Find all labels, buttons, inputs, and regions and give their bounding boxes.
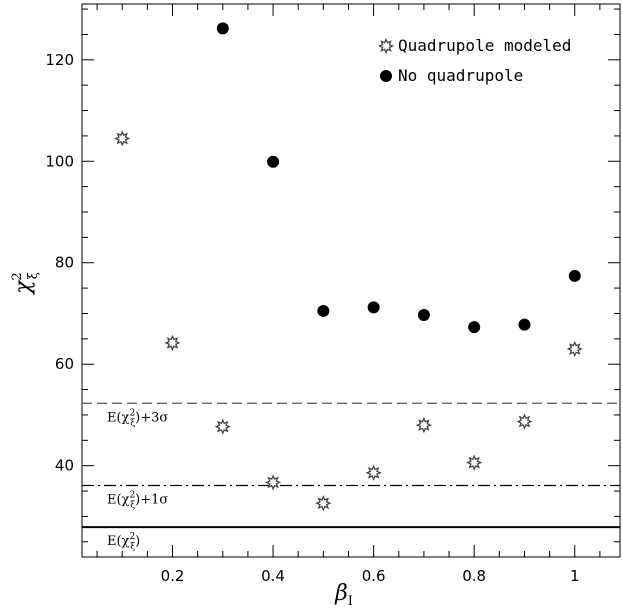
data-point [566, 340, 583, 358]
data-point [267, 155, 280, 168]
x-tick-label: 0.8 [462, 567, 486, 585]
data-point [216, 22, 229, 35]
data-point [315, 495, 332, 512]
legend-marker [380, 70, 392, 82]
data-point [264, 474, 282, 491]
data-points [114, 22, 583, 512]
axis-ticks: 0.2 0.4 0.6 0.8 1 40 60 80 100 120 [45, 4, 620, 585]
data-point [468, 321, 481, 334]
x-tick-label: 0.6 [362, 567, 386, 585]
reference-lines: E(χ2 ξ)+3σ E(χ2 ξ)+1σ E(χ2 ξ) [82, 402, 620, 552]
legend: Quadrupole modeled No quadrupole [377, 36, 571, 85]
reference-line-label: E(χ2 ξ)+3σ [107, 408, 168, 428]
data-point [568, 269, 581, 282]
plot-border [81, 3, 621, 558]
y-tick-label: 100 [45, 152, 74, 170]
data-point [164, 334, 181, 352]
data-point [214, 418, 231, 435]
data-point [417, 308, 430, 321]
legend-marker [377, 37, 395, 55]
x-tick-label: 0.4 [261, 567, 285, 585]
data-point [365, 464, 382, 481]
data-point [466, 454, 483, 471]
reference-line-label: E(χ2 ξ)+1σ [107, 490, 168, 510]
reference-line-label: E(χ2 ξ) [107, 532, 140, 552]
legend-entry: Quadrupole modeled [398, 36, 571, 55]
plot-frame [81, 3, 621, 558]
x-tick-label: 1 [570, 567, 580, 585]
y-tick-label: 60 [55, 355, 74, 373]
data-point [516, 413, 533, 430]
data-point [415, 416, 433, 434]
data-point [114, 130, 131, 147]
series-no-quadrupole [216, 22, 581, 334]
y-tick-label: 120 [45, 51, 74, 69]
data-point [367, 301, 380, 314]
legend-entry: No quadrupole [398, 66, 523, 85]
y-axis-label: χ2ξ [10, 272, 41, 296]
data-point [518, 318, 531, 331]
x-axis-label: βI [334, 581, 353, 609]
x-tick-label: 0.2 [161, 567, 185, 585]
series-quadrupole-modeled [114, 130, 583, 512]
data-point [317, 304, 330, 317]
y-tick-label: 80 [55, 254, 74, 272]
y-tick-label: 40 [55, 457, 74, 475]
